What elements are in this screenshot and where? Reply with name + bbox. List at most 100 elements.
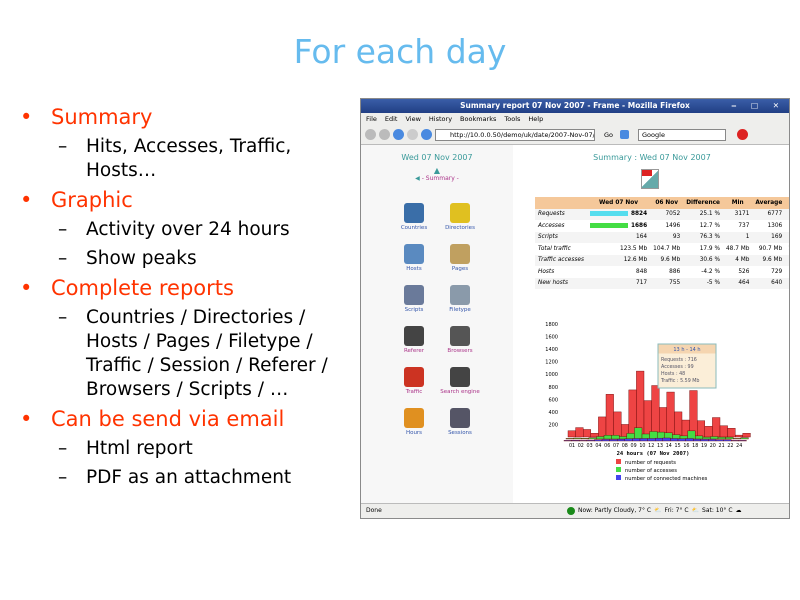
y-tick-label: 1800 [545, 322, 558, 328]
chart-bar [734, 434, 743, 438]
chart-bar [639, 438, 648, 442]
x-tick-label: 07 [613, 443, 619, 449]
table-row: Traffic accesses 12.6 Mb 9.6 Mb 30.6 % 4 Mb 9… [535, 254, 789, 266]
chart-bar [723, 439, 732, 442]
table-cell: 886 [669, 268, 681, 275]
table-cell: 640 [771, 280, 783, 287]
report-link-directories[interactable]: Directories [437, 203, 483, 239]
chart-bar [727, 428, 736, 438]
tooltip-line: Traffic : 5.59 Mb [660, 378, 699, 384]
table-cell: New hosts [538, 280, 569, 287]
chart-bar [649, 431, 658, 440]
menu-help[interactable]: Help [528, 115, 544, 123]
scripts-icon [404, 285, 424, 305]
report-link-search-engine[interactable]: Search engine [437, 367, 483, 403]
pdf-icon[interactable] [641, 169, 659, 189]
x-tick-label: 01 [569, 443, 575, 449]
report-link-scripts[interactable]: Scripts [391, 285, 437, 321]
table-cell: 4 Mb [735, 257, 750, 264]
chart-bar [719, 425, 728, 438]
chart-bar [601, 439, 610, 442]
table-cell: 729 [771, 268, 783, 275]
chart-bar [567, 430, 576, 438]
hosts-icon [404, 244, 424, 264]
chart-bar [611, 435, 620, 440]
filetype-icon [450, 285, 470, 305]
y-tick-label: 1400 [545, 347, 558, 353]
hours-icon [404, 408, 424, 428]
forward-icon[interactable] [379, 129, 390, 140]
stop-icon[interactable] [407, 129, 418, 140]
report-link-sessions[interactable]: Sessions [437, 408, 483, 444]
chart-bar [674, 411, 683, 438]
menu-view[interactable]: View [405, 115, 421, 123]
menu-bookmarks[interactable]: Bookmarks [460, 115, 497, 123]
chart-bar [613, 411, 622, 438]
chart-bar [717, 436, 726, 440]
report-link-hosts[interactable]: Hosts [391, 244, 437, 280]
y-tick-label: 800 [548, 385, 558, 391]
chart-bar [575, 427, 584, 438]
chart-bar [730, 440, 739, 442]
weather-fri[interactable]: Fri: 7° C [664, 507, 689, 514]
left-arrow-icon[interactable]: ◀ [415, 175, 420, 182]
x-tick-label: 04 [595, 443, 601, 449]
x-tick-label: 08 [622, 443, 628, 449]
home-icon[interactable] [421, 129, 432, 140]
table-cell: 164 [636, 234, 648, 241]
left-frame: Wed 07 Nov 2007 ▲ ◀ - Summary - Countrie… [361, 145, 513, 503]
slide-title: For each day [293, 32, 507, 71]
y-tick-label: 400 [548, 410, 558, 416]
menu-tools[interactable]: Tools [504, 115, 521, 123]
menu-history[interactable]: History [428, 115, 453, 123]
go-button[interactable]: Go [604, 130, 614, 139]
chart-bar [651, 385, 660, 438]
chart-bar [563, 440, 572, 442]
chart-bar [687, 430, 696, 440]
chart-bar [654, 437, 663, 442]
weather-sat[interactable]: Sat: 10° C [702, 507, 733, 514]
chart-bar [573, 437, 582, 440]
adblock-icon[interactable] [737, 129, 749, 140]
report-link-referer[interactable]: Referer [391, 326, 437, 362]
chart-bar [708, 439, 717, 442]
report-link-pages[interactable]: Pages [437, 244, 483, 280]
chart-bar [586, 439, 595, 442]
url-input[interactable]: http://10.0.0.50/demo/uk/date/2007-Nov-0… [435, 128, 595, 141]
x-tick-label: 21 [719, 443, 725, 449]
weather-now[interactable]: Now: Partly Cloudy, 7° C [578, 507, 652, 514]
report-link-filetype[interactable]: Filetype [437, 285, 483, 321]
reload-icon[interactable] [393, 129, 404, 140]
table-cell: 104.7 Mb [653, 245, 681, 252]
report-link-hours[interactable]: Hours [391, 408, 437, 444]
chart-bar [732, 438, 741, 440]
legend-label: number of connected machines [625, 476, 708, 482]
table-cell: 755 [669, 280, 681, 287]
x-axis-label: 24 hours (07 Nov 2007) [617, 451, 690, 457]
countries-icon [404, 203, 424, 223]
window-title: Summary report 07 Nov 2007 - Frame - Moz… [460, 101, 690, 110]
chart-bar [634, 427, 643, 440]
report-link-countries[interactable]: Countries [391, 203, 437, 239]
google-icon[interactable] [620, 130, 630, 139]
table-cell: 25.1 % [699, 211, 720, 218]
search-input[interactable]: Google [638, 128, 727, 141]
back-icon[interactable] [365, 129, 376, 140]
summary-link[interactable]: - Summary - [421, 175, 459, 182]
report-link-browsers[interactable]: Browsers [437, 326, 483, 362]
chart-bar [594, 439, 603, 442]
window-controls[interactable]: ‒ □ ✕ [731, 101, 785, 110]
progress-bar [589, 222, 628, 228]
referer-icon [404, 326, 424, 346]
search-engine-icon [450, 367, 470, 387]
report-link-traffic[interactable]: Traffic [391, 367, 437, 403]
menu-edit[interactable]: Edit [384, 115, 398, 123]
chart-bar [616, 438, 625, 442]
table-cell: 848 [636, 268, 648, 275]
menu-file[interactable]: File [366, 115, 377, 123]
table-cell: 464 [738, 280, 750, 287]
chart-bar [742, 433, 751, 438]
up-arrow-icon[interactable]: ▲ [433, 166, 441, 175]
